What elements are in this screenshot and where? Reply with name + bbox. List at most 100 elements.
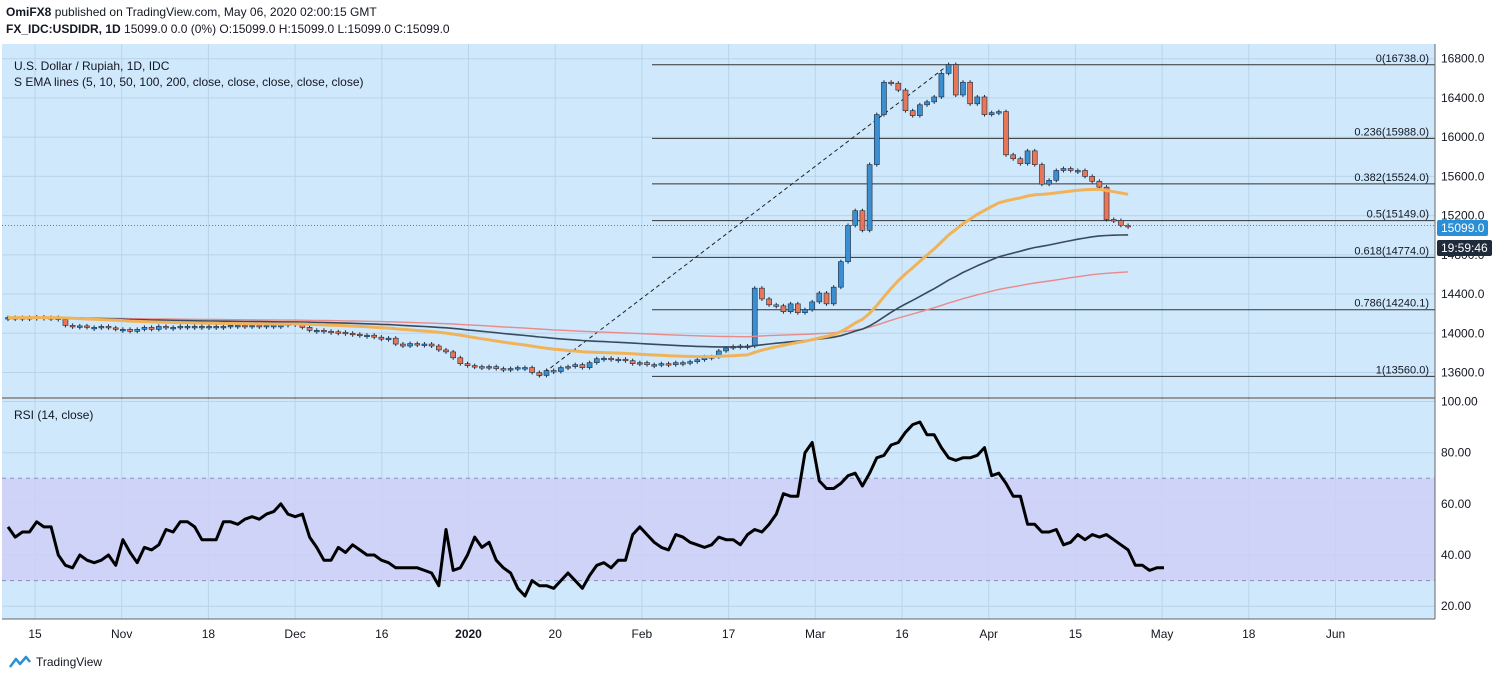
candle: [759, 287, 765, 300]
candle: [651, 364, 658, 367]
candle: [608, 357, 614, 361]
candle: [687, 361, 693, 364]
candle: [1110, 219, 1117, 222]
candle: [471, 365, 478, 368]
candle: [924, 101, 930, 106]
y-tick-label: 14000.0: [1441, 326, 1485, 340]
candle: [637, 362, 643, 365]
candle: [593, 358, 600, 363]
candle: [845, 225, 851, 262]
candle: [565, 366, 571, 369]
candle: [823, 292, 830, 305]
ema-50-line: [8, 187, 1129, 359]
candle: [112, 327, 119, 330]
fib-trend-line: [539, 64, 949, 377]
candle: [802, 309, 808, 313]
ema-100-line: [8, 234, 1129, 348]
candle: [414, 343, 421, 346]
candle: [1118, 220, 1124, 226]
ema-legend[interactable]: S EMA lines (5, 10, 50, 100, 200, close,…: [14, 75, 364, 89]
candle: [794, 303, 801, 313]
rsi-line: [6, 420, 1164, 598]
x-tick-label: Dec: [284, 627, 305, 641]
candle: [536, 372, 543, 376]
candle: [249, 325, 255, 328]
last-price-tag: 15099.0: [1437, 220, 1489, 236]
candle: [62, 319, 69, 326]
candle: [780, 305, 787, 312]
candle: [988, 112, 995, 115]
price-legend: U.S. Dollar / Rupiah, 1D, IDC S EMA line…: [14, 58, 364, 90]
candle: [550, 370, 557, 373]
candle: [91, 327, 97, 330]
candle: [479, 366, 485, 369]
candle: [170, 327, 176, 330]
candle: [256, 325, 263, 328]
candle: [400, 343, 406, 347]
chart-svg[interactable]: 0(16738.0) 0.236(15988.0) 0.382(15524.0) 0.…: [0, 42, 1508, 646]
candle: [98, 326, 105, 329]
publish-info: published on TradingView.com, May 06, 20…: [51, 5, 377, 19]
x-tick-label: Jun: [1326, 627, 1345, 641]
footer: TradingView: [8, 654, 102, 670]
candle: [270, 325, 277, 328]
publish-header: OmiFX8 published on TradingView.com, May…: [6, 4, 450, 38]
candle: [313, 330, 320, 333]
candle: [1003, 111, 1009, 156]
candle: [321, 330, 327, 333]
fib-level-label: 0(16738.0): [1376, 53, 1429, 65]
candle: [242, 325, 248, 328]
candle: [457, 357, 464, 364]
candle: [952, 64, 959, 96]
fib-level-label: 0.236(15988.0): [1354, 126, 1429, 138]
candle: [378, 336, 385, 340]
candle: [134, 329, 141, 332]
candle: [77, 325, 83, 328]
candle: [529, 367, 535, 373]
rsi-tick-label: 100.00: [1441, 395, 1478, 409]
candle: [981, 96, 988, 115]
rsi-tick-label: 40.00: [1441, 548, 1471, 562]
candle: [917, 104, 923, 116]
footer-brand[interactable]: TradingView: [36, 655, 103, 669]
y-tick-label: 14400.0: [1441, 287, 1485, 301]
rsi-legend[interactable]: RSI (14, close): [14, 408, 94, 422]
y-tick-label: 15200.0: [1441, 209, 1485, 223]
rsi-band: [2, 478, 1435, 581]
candle: [787, 303, 794, 312]
candle: [586, 362, 593, 368]
candle: [895, 82, 902, 91]
candle: [680, 362, 686, 365]
candle: [866, 164, 873, 231]
candle: [464, 363, 471, 366]
fib-level-label: 1(13560.0): [1376, 364, 1429, 376]
candle: [220, 326, 227, 329]
candle: [450, 351, 456, 359]
candle: [773, 304, 780, 307]
x-tick-label: Feb: [632, 627, 653, 641]
candle: [579, 364, 586, 368]
candle: [213, 326, 220, 329]
candle: [1089, 176, 1095, 182]
y-tick-label: 16800.0: [1441, 52, 1485, 66]
candle: [349, 332, 356, 336]
author-name[interactable]: OmiFX8: [6, 5, 52, 19]
symbol-name: FX_IDC:USDIDR, 1D: [6, 22, 121, 36]
candle: [234, 325, 241, 328]
rsi-tick-label: 60.00: [1441, 497, 1471, 511]
candle: [902, 89, 909, 111]
candle: [500, 368, 507, 371]
candle: [881, 81, 887, 115]
candle: [514, 367, 521, 370]
candle: [644, 362, 650, 365]
candle: [1067, 168, 1074, 171]
candle: [428, 343, 435, 347]
candle: [1017, 158, 1024, 164]
candle: [120, 329, 126, 332]
countdown-tag: 19:59:46: [1437, 240, 1492, 256]
candle: [543, 370, 550, 376]
x-tick-label: 15: [28, 627, 42, 641]
tradingview-logo-icon[interactable]: [8, 654, 32, 670]
chart-area[interactable]: 0(16738.0) 0.236(15988.0) 0.382(15524.0) 0.…: [0, 42, 1508, 646]
x-tick-label: Mar: [805, 627, 826, 641]
